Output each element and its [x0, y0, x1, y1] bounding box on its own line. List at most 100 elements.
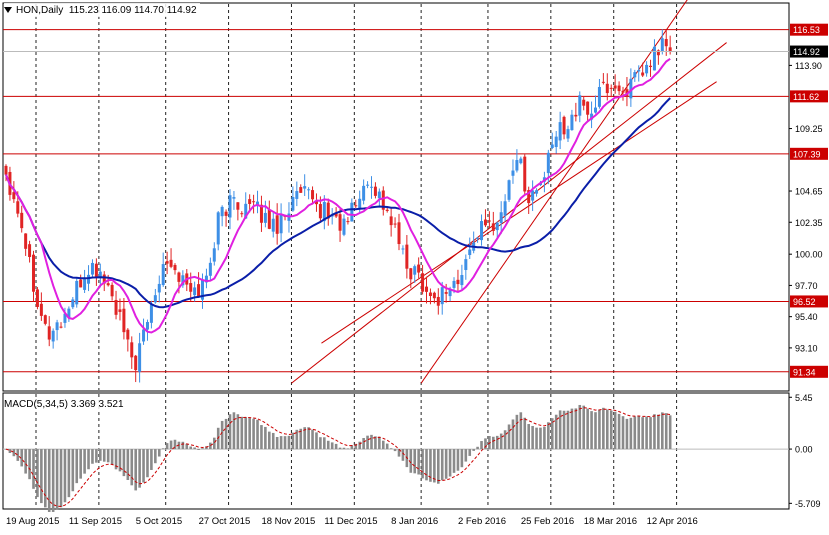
macd-bar	[189, 446, 193, 450]
candle-body	[157, 283, 161, 293]
date-axis-label: 11 Sep 2015	[69, 516, 122, 527]
candle-body	[314, 201, 318, 205]
candle-body	[318, 204, 322, 219]
candle-body	[649, 65, 653, 68]
macd-bar	[531, 425, 534, 450]
macd-bar	[543, 427, 546, 450]
macd-bar	[417, 449, 420, 475]
macd-bar	[8, 449, 12, 453]
macd-bar	[106, 449, 110, 463]
macd-axis-label: 5.45	[795, 393, 813, 403]
macd-bar	[295, 429, 299, 450]
channel-upper-line	[420, 0, 688, 384]
macd-bar	[150, 449, 153, 470]
current-price-label: 114.92	[793, 47, 820, 57]
macd-bar	[413, 449, 417, 474]
candle-body	[405, 244, 409, 269]
macd-bar	[154, 449, 157, 464]
candle-body	[519, 158, 523, 164]
macd-bar	[507, 424, 511, 450]
macd-bar	[63, 449, 67, 503]
macd-bar	[311, 429, 314, 450]
macd-bar	[582, 405, 586, 450]
macd-value: 3.369	[70, 398, 96, 410]
macd-signal-value: 3.521	[98, 398, 124, 410]
macd-bar	[236, 414, 240, 450]
macd-bar	[389, 448, 393, 450]
dropdown-triangle-icon[interactable]	[4, 7, 12, 13]
candle-body	[177, 272, 181, 282]
candle-body	[633, 72, 637, 78]
macd-bar	[570, 408, 574, 450]
macd-bar	[291, 432, 295, 450]
macd-bar	[303, 427, 306, 450]
candle-body	[448, 289, 452, 297]
macd-bar	[47, 449, 51, 512]
candle-body	[145, 322, 149, 330]
macd-bar	[661, 412, 664, 450]
macd-bar	[664, 413, 668, 450]
candle-body	[511, 170, 515, 176]
macd-bar	[574, 408, 578, 450]
macd-bar	[122, 449, 126, 477]
candle-body	[338, 214, 342, 231]
macd-bar	[515, 414, 519, 450]
channel-lower-line	[291, 42, 727, 384]
candle-body	[75, 280, 79, 305]
macd-bar	[594, 412, 597, 450]
candle-body	[47, 326, 51, 340]
candle-body	[267, 209, 271, 229]
macd-bar	[649, 417, 652, 450]
macd-bar	[134, 449, 137, 491]
date-axis-label: 8 Jan 2016	[391, 516, 438, 527]
macd-bar	[433, 449, 436, 483]
date-axis-label: 11 Dec 2015	[324, 516, 377, 527]
macd-bar	[350, 445, 354, 450]
candle-body	[291, 197, 295, 211]
macd-bar	[87, 449, 90, 470]
macd-panel-frame	[2, 392, 790, 510]
candle-body	[346, 221, 350, 223]
candle-body	[248, 199, 252, 204]
candle-body	[440, 287, 444, 305]
macd-bar	[271, 432, 275, 450]
candle-body	[350, 202, 354, 222]
date-axis-label: 5 Oct 2015	[136, 516, 182, 527]
macd-bar	[319, 437, 322, 450]
macd-bar	[503, 430, 507, 450]
macd-bar	[440, 449, 444, 481]
candle-body	[369, 186, 373, 188]
macd-bar	[32, 449, 35, 489]
candle-body	[189, 283, 193, 292]
candle-body	[558, 122, 562, 141]
macd-bar	[492, 436, 495, 450]
candle-body	[4, 165, 8, 175]
candle-body	[149, 304, 153, 323]
candle-body	[582, 99, 586, 106]
candle-body	[240, 213, 244, 215]
candle-body	[621, 90, 625, 93]
candle-body	[232, 197, 236, 199]
macd-bar	[197, 449, 200, 450]
candle-body	[303, 186, 307, 189]
macd-bar	[602, 407, 605, 450]
macd-bar	[169, 440, 173, 450]
date-axis-label: 2 Feb 2016	[458, 516, 506, 527]
symbol: HON	[16, 4, 39, 16]
open-price: 115.23	[68, 4, 99, 16]
macd-bar	[244, 417, 248, 450]
macd-bar	[523, 417, 527, 450]
candle-body	[417, 264, 421, 273]
macd-bar	[562, 410, 566, 450]
macd-bar	[130, 449, 134, 486]
macd-bar	[16, 449, 20, 461]
level-price-label: 111.62	[793, 92, 819, 102]
macd-bar	[519, 412, 523, 450]
macd-label: MACD(5,34,5)	[4, 398, 68, 410]
macd-bar	[401, 449, 405, 461]
moving-average-fast-line	[5, 57, 671, 334]
macd-bar	[20, 449, 24, 467]
candle-body	[208, 262, 212, 276]
